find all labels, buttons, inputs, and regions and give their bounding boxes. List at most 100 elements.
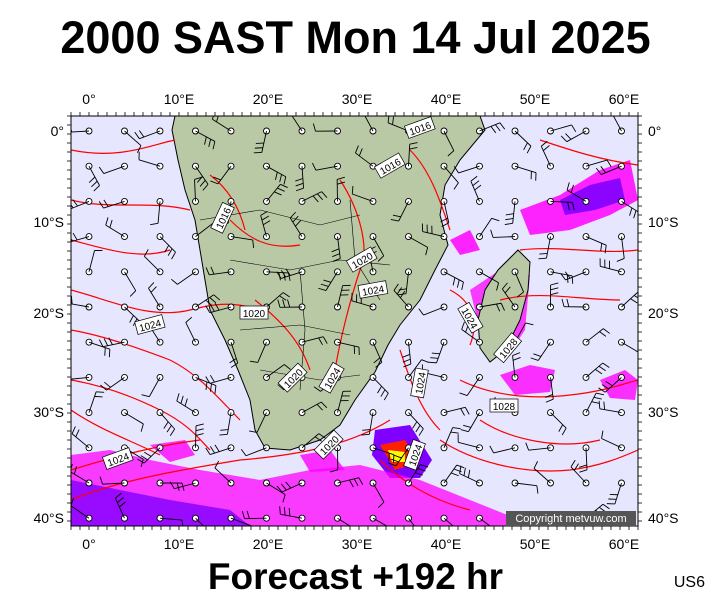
latitude-label: 20°S: [648, 305, 679, 321]
longitude-label: 30°E: [342, 91, 373, 107]
wind-barb: [460, 409, 483, 433]
wind-barb: [100, 373, 128, 391]
wind-barb: [148, 282, 164, 311]
isobar-label: 1024: [410, 367, 429, 399]
longitude-label: 40°E: [431, 91, 462, 107]
wind-barb: [457, 434, 483, 452]
wind-barb: [618, 197, 638, 221]
wind-barb: [71, 463, 93, 487]
wind-barb: [618, 291, 638, 311]
wind-barb: [511, 268, 524, 298]
svg-text:1020: 1020: [243, 309, 266, 320]
wind-barb: [421, 223, 448, 241]
wind-barb: [240, 444, 270, 457]
longitude-label: 60°E: [609, 536, 640, 552]
wind-barb: [459, 465, 483, 487]
wind-barb: [511, 127, 532, 154]
wind-barb: [312, 162, 341, 171]
wind-barb: [298, 336, 328, 346]
forecast-hour-label: Forecast +192 hr: [207, 556, 504, 597]
longitude-label: 0°: [82, 536, 95, 552]
wind-barb: [369, 479, 385, 509]
wind-barb: [369, 444, 395, 463]
wind-barb: [291, 116, 306, 135]
wind-barb: [279, 506, 306, 522]
wind-barb: [428, 338, 448, 364]
wind-barb: [547, 282, 559, 311]
frame-ticks: [67, 112, 642, 530]
wind-barb: [440, 427, 461, 452]
wind-barb: [263, 183, 288, 205]
wind-barb: [205, 303, 235, 314]
svg-text:1024: 1024: [414, 371, 429, 395]
wind-barb: [501, 282, 519, 311]
longitude-label: 50°E: [520, 91, 551, 107]
wind-barb: [511, 352, 521, 381]
latitude-labels-left: 0° 10°S 20°S 30°S 40°S: [33, 123, 64, 526]
wind-barb: [440, 514, 454, 526]
wind-barb: [98, 197, 128, 209]
wind-barb: [369, 373, 389, 401]
wind-barb: [249, 409, 270, 433]
wind-barb: [598, 373, 625, 393]
wind-barb: [263, 364, 291, 381]
wind-barb: [192, 127, 216, 150]
wind-barb: [612, 116, 625, 135]
latitude-label: 30°S: [33, 404, 64, 420]
wind-barb: [334, 390, 351, 417]
wind-barb: [137, 444, 164, 464]
wind-barb: [440, 162, 459, 190]
wind-barb: [566, 182, 590, 205]
wind-barb: [150, 197, 164, 226]
longitude-label: 20°E: [253, 536, 284, 552]
wind-barb: [364, 116, 377, 135]
wind-barb: [263, 268, 291, 281]
wind-barb: [263, 162, 287, 185]
wind-barb: [405, 464, 429, 487]
wind-barb: [601, 430, 625, 452]
wind-barb: [405, 514, 415, 526]
wind-barb: [71, 373, 93, 381]
wind-barb: [334, 477, 364, 488]
chart-title: 2000 SAST Mon 14 Jul 2025: [60, 12, 651, 63]
wind-barb: [361, 409, 377, 436]
wind-barb: [616, 233, 625, 262]
wind-barb: [141, 373, 164, 398]
wind-barb: [276, 268, 306, 279]
wind-barb: [351, 185, 377, 205]
wind-barb: [440, 406, 470, 417]
wind-barb: [98, 162, 128, 174]
wind-barb: [504, 197, 519, 225]
wind-barb: [227, 514, 253, 526]
latitude-label: 40°S: [33, 510, 64, 526]
wind-barb: [618, 338, 638, 362]
wind-barb: [192, 294, 221, 311]
wind-barb: [405, 233, 429, 256]
wind-barb: [525, 442, 554, 452]
wind-barb: [489, 444, 519, 454]
wind-barb: [134, 127, 164, 140]
wind-barb: [156, 233, 176, 260]
wind-barb: [545, 373, 554, 403]
wind-barb: [260, 210, 271, 241]
wind-barb: [405, 359, 430, 381]
wind-barb: [276, 479, 306, 493]
wind-barb: [295, 162, 306, 192]
wind-barb: [530, 338, 554, 361]
wind-barb: [595, 162, 625, 175]
wind-barb: [570, 459, 590, 487]
latitude-label: 0°: [51, 123, 64, 139]
map-frame: [70, 115, 639, 527]
wind-barb: [476, 268, 500, 291]
wind-barb: [579, 444, 590, 473]
longitude-label: 30°E: [342, 536, 373, 552]
latitude-label: 30°S: [648, 404, 679, 420]
wind-barb: [476, 514, 491, 526]
wind-barb: [402, 338, 412, 368]
wind-barb: [476, 122, 506, 135]
wind-barb: [511, 479, 539, 494]
wind-barb: [85, 391, 105, 417]
longitude-labels-bottom: 0° 10°E 20°E 30°E 40°E 50°E 60°E: [82, 536, 639, 552]
wind-barb: [192, 373, 217, 394]
copyright-box: [506, 511, 636, 526]
